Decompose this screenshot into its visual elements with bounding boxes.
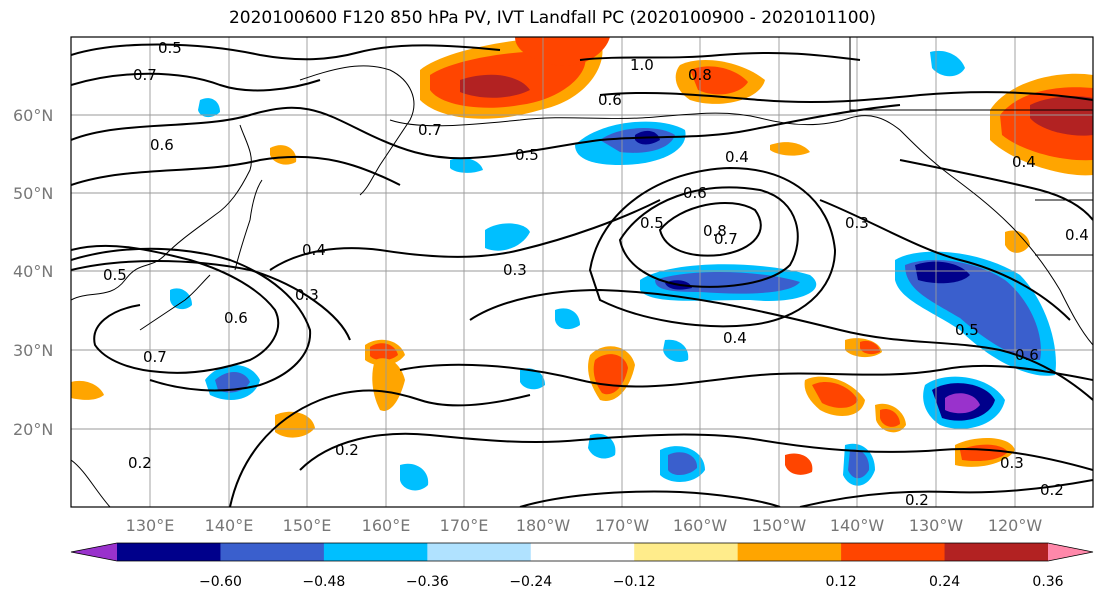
contour-label: 0.2 (128, 454, 152, 472)
colorbar-tick-label: −0.48 (302, 574, 345, 590)
colorbar-tick-label: −0.24 (509, 574, 552, 590)
lon-label: 180°W (516, 516, 571, 535)
contour-label: 0.4 (725, 148, 749, 166)
lon-label: 130°E (126, 516, 175, 535)
contour-label: 0.5 (103, 266, 127, 284)
contour-label: 0.3 (503, 261, 527, 279)
contour-label: 0.2 (335, 441, 359, 459)
colorbar-segment (323, 543, 428, 561)
colorbar (70, 542, 1094, 562)
lon-label: 170°E (440, 516, 489, 535)
contour-label: 1.0 (630, 56, 654, 74)
contour-label: 0.7 (143, 348, 167, 366)
contour-label: 0.6 (150, 136, 174, 154)
contour-label: 0.8 (688, 66, 712, 84)
lon-label: 150°E (283, 516, 332, 535)
contour-label: 0.4 (302, 241, 326, 259)
contour-label: 0.5 (955, 321, 979, 339)
contour-label: 0.4 (1065, 226, 1089, 244)
lat-label: 60°N (13, 106, 53, 125)
contour-label: 0.5 (158, 39, 182, 57)
colorbar-segment (841, 543, 946, 561)
contour-label: 0.3 (295, 286, 319, 304)
colorbar-ticks: −0.60−0.48−0.36−0.24−0.120.120.240.360.4… (199, 574, 1064, 590)
contour-label: 0.7 (133, 66, 157, 84)
colorbar-tick-label: 0.12 (826, 574, 857, 590)
map-content: 0.5 0.7 0.6 0.5 0.4 0.3 0.2 0.2 0.2 0.3 … (71, 37, 1093, 509)
colorbar-extend-high (1048, 543, 1093, 561)
pv-contours (71, 43, 1093, 507)
colorbar-segment (117, 543, 221, 561)
contour-label: 0.6 (683, 184, 707, 202)
colorbar-tick-label: −0.12 (613, 574, 656, 590)
colorbar-segment (220, 543, 325, 561)
map-frame (70, 36, 1094, 508)
longitude-labels: 130°E 140°E 150°E 160°E 170°E 180°W 170°… (126, 516, 1043, 535)
lon-label: 120°W (988, 516, 1043, 535)
lon-label: 170°W (595, 516, 650, 535)
lon-label: 130°W (909, 516, 964, 535)
contour-label: 0.7 (714, 230, 738, 248)
contour-label: 0.5 (640, 214, 664, 232)
contour-labels: 0.5 0.7 0.6 0.5 0.4 0.3 0.2 0.2 0.2 0.3 … (103, 39, 1089, 509)
colorbar-segment (530, 543, 635, 561)
lat-label: 50°N (13, 184, 53, 203)
colorbar-segment (944, 543, 1049, 561)
lon-label: 160°W (673, 516, 728, 535)
latitude-labels: 60°N 50°N 40°N 30°N 20°N (13, 106, 53, 439)
contour-label: 0.2 (1040, 481, 1064, 499)
lat-label: 40°N (13, 262, 53, 281)
colorbar-segment (427, 543, 532, 561)
colorbar-segment (737, 543, 842, 561)
contour-label: 0.3 (845, 214, 869, 232)
graticule (71, 37, 1093, 507)
colorbar-tick-label: 0.36 (1032, 574, 1063, 590)
contour-label: 0.2 (905, 491, 929, 509)
colorbar-segment (634, 543, 739, 561)
lat-label: 30°N (13, 341, 53, 360)
contour-label: 0.4 (1012, 153, 1036, 171)
lat-label: 20°N (13, 420, 53, 439)
colorbar-extend-low (71, 543, 117, 561)
contour-label: 0.4 (723, 329, 747, 347)
contour-label: 0.6 (598, 91, 622, 109)
map-title: 2020100600 F120 850 hPa PV, IVT Landfall… (228, 8, 876, 28)
colorbar-tick-label: −0.60 (199, 574, 242, 590)
contour-label: 0.6 (1015, 346, 1039, 364)
contour-label: 0.6 (224, 309, 248, 327)
lon-label: 140°E (205, 516, 254, 535)
contour-label: 0.3 (1000, 454, 1024, 472)
contour-label: 0.8 (703, 222, 727, 240)
contour-label: 0.7 (418, 121, 442, 139)
colorbar-tick-label: −0.36 (406, 574, 449, 590)
lon-label: 160°E (362, 516, 411, 535)
lon-label: 150°W (752, 516, 807, 535)
colorbar-outline (70, 542, 1094, 562)
lon-label: 140°W (830, 516, 885, 535)
contour-label: 0.5 (515, 146, 539, 164)
colorbar-tick-label: 0.24 (929, 574, 960, 590)
